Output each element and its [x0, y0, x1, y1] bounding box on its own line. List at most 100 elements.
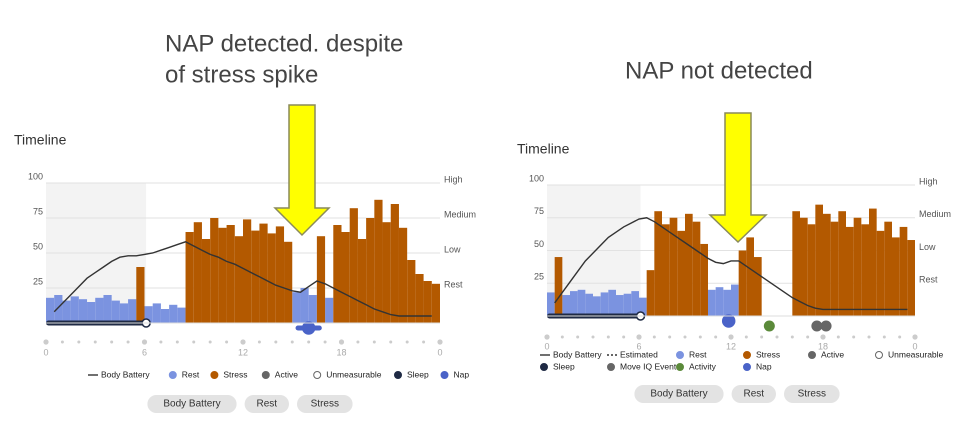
bar [284, 241, 293, 323]
bar [54, 295, 63, 323]
bar [234, 236, 243, 323]
hour-dot [93, 340, 97, 344]
bar [70, 296, 79, 323]
legend-swatch [168, 371, 177, 379]
bar [300, 288, 309, 323]
hour-dot [544, 334, 550, 340]
bar [876, 230, 885, 316]
arrow [708, 112, 768, 244]
bar [423, 281, 432, 323]
bar [251, 230, 260, 323]
bar [585, 293, 593, 316]
filter-button[interactable] [297, 395, 353, 413]
bar [259, 223, 268, 323]
filter-button[interactable] [731, 385, 776, 403]
x-tick-label: 6 [142, 347, 147, 357]
filter-button[interactable] [147, 395, 237, 413]
y2-tick-label: Low [919, 242, 936, 252]
nap-icon[interactable] [301, 321, 316, 335]
bar [623, 293, 632, 316]
filter-button-label[interactable]: Body Battery [650, 389, 707, 400]
legend-label: Activity [689, 361, 717, 371]
bar [103, 295, 112, 323]
hour-dot [225, 340, 229, 344]
y-tick-label: 100 [529, 173, 544, 183]
filter-button[interactable] [244, 395, 289, 413]
bar [807, 224, 816, 316]
hour-dot [867, 335, 871, 339]
hour-dot [775, 335, 779, 339]
legend-label: Rest [689, 349, 707, 359]
bar [547, 292, 555, 316]
bar [846, 226, 854, 316]
hour-dot [290, 340, 294, 344]
y-tick-label: 50 [33, 241, 43, 251]
annotation: NAP detected. despite [165, 30, 403, 57]
event-icon[interactable] [820, 320, 832, 332]
hour-dot [912, 334, 918, 340]
legend-label: Unmeasurable [888, 349, 944, 359]
filter-button-label[interactable]: Stress [311, 399, 339, 410]
bar [754, 257, 762, 316]
bar [838, 211, 846, 316]
hour-dot [437, 339, 443, 345]
bar [562, 295, 570, 316]
body-battery-line [554, 217, 908, 311]
bar [78, 299, 88, 323]
x-tick-label: 18 [818, 341, 828, 351]
y2-tick-label: Rest [444, 279, 463, 289]
filter-button-label[interactable]: Body Battery [163, 399, 220, 410]
bar [275, 226, 285, 323]
bar [554, 257, 563, 316]
legend-swatch [540, 363, 548, 371]
bar [662, 224, 670, 316]
y2-tick-label: Medium [919, 209, 951, 219]
bar [738, 250, 747, 316]
hour-dot [159, 340, 163, 344]
bar [87, 302, 96, 323]
bar [669, 217, 678, 316]
hour-dot [77, 340, 81, 344]
hour-dot [698, 335, 702, 339]
event-icon[interactable] [763, 320, 775, 332]
filter-button-label[interactable]: Rest [744, 389, 765, 400]
hour-dot [714, 335, 718, 339]
hour-dot [372, 340, 376, 344]
bar [398, 227, 408, 323]
bar [218, 227, 227, 323]
x-tick-label: 6 [636, 341, 641, 351]
bar [654, 211, 662, 316]
nap-icon[interactable] [721, 314, 736, 328]
hour-dot [636, 334, 642, 340]
bar [292, 292, 301, 323]
filter-button-label[interactable]: Rest [257, 399, 278, 410]
bar [62, 300, 71, 323]
bar [677, 230, 685, 316]
bar [708, 289, 716, 316]
hour-dot [405, 340, 409, 344]
bar [341, 232, 350, 323]
legend-swatch [808, 351, 816, 359]
hour-dot [192, 340, 196, 344]
hour-dot [882, 335, 886, 339]
legend-swatch [875, 351, 883, 359]
filter-button[interactable] [784, 385, 840, 403]
legend-label: Rest [182, 369, 200, 379]
bar [226, 225, 235, 323]
bar [685, 213, 693, 316]
bar [390, 204, 399, 323]
bar [892, 237, 900, 316]
bar [119, 303, 129, 323]
x-tick-label: 12 [726, 341, 736, 351]
hour-dot [257, 340, 261, 344]
bar [382, 222, 391, 323]
bar [907, 240, 915, 316]
event-icon[interactable] [811, 320, 823, 332]
filter-button[interactable] [634, 385, 724, 403]
bar [723, 289, 731, 316]
filter-button-label[interactable]: Stress [798, 389, 826, 400]
hour-dot [683, 335, 687, 339]
panel-title: Timeline [14, 132, 67, 148]
legend-swatch [261, 371, 270, 379]
hour-dot [806, 335, 810, 339]
